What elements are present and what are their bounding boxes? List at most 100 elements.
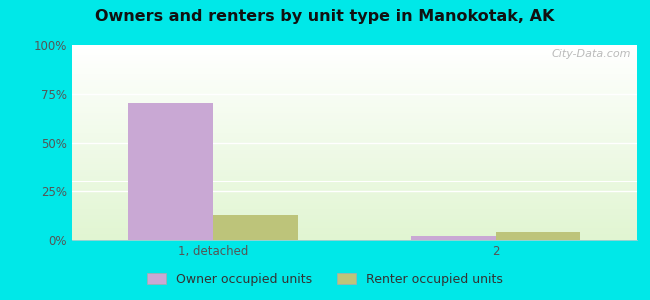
Bar	[72, 80, 637, 82]
Bar	[72, 236, 637, 238]
Bar	[72, 109, 637, 111]
Bar	[72, 129, 637, 131]
Bar	[72, 127, 637, 129]
Bar	[72, 232, 637, 234]
Bar	[72, 178, 637, 179]
Bar	[72, 47, 637, 49]
Bar	[72, 76, 637, 78]
Bar	[72, 199, 637, 201]
Bar	[72, 55, 637, 57]
Bar	[72, 125, 637, 127]
Bar	[72, 119, 637, 121]
Legend: Owner occupied units, Renter occupied units: Owner occupied units, Renter occupied un…	[142, 268, 508, 291]
Bar	[72, 187, 637, 189]
Bar	[72, 53, 637, 55]
Text: Owners and renters by unit type in Manokotak, AK: Owners and renters by unit type in Manok…	[96, 9, 554, 24]
Bar	[72, 49, 637, 51]
Bar	[72, 209, 637, 211]
Bar	[72, 185, 637, 187]
Bar	[72, 135, 637, 137]
Bar	[72, 203, 637, 205]
Bar	[72, 144, 637, 146]
Bar	[72, 68, 637, 70]
Bar	[72, 179, 637, 182]
Bar	[72, 82, 637, 84]
Bar	[72, 174, 637, 176]
Bar	[72, 150, 637, 152]
Bar	[72, 86, 637, 88]
Bar	[72, 168, 637, 170]
Bar	[72, 62, 637, 64]
Bar	[72, 164, 637, 166]
Bar	[72, 220, 637, 223]
Bar	[72, 166, 637, 168]
Bar	[72, 78, 637, 80]
Bar	[72, 158, 637, 160]
Bar	[72, 182, 637, 183]
Bar	[72, 223, 637, 224]
Bar	[72, 146, 637, 148]
Bar	[72, 131, 637, 133]
Bar	[72, 121, 637, 123]
Bar	[72, 156, 637, 158]
Bar	[72, 92, 637, 94]
Bar	[72, 123, 637, 125]
Bar	[72, 72, 637, 74]
Bar	[72, 213, 637, 215]
Bar	[72, 205, 637, 207]
Bar	[72, 96, 637, 98]
Bar	[72, 133, 637, 135]
Bar	[72, 88, 637, 90]
Bar	[72, 107, 637, 109]
Bar	[72, 61, 637, 62]
Bar	[72, 101, 637, 103]
Bar	[72, 197, 637, 199]
Bar	[72, 100, 637, 101]
Bar	[72, 94, 637, 96]
Bar	[72, 217, 637, 218]
Bar	[72, 176, 637, 178]
Bar	[72, 172, 637, 174]
Bar	[72, 193, 637, 195]
Bar	[72, 64, 637, 66]
Bar	[72, 170, 637, 172]
Bar	[72, 191, 637, 193]
Bar	[72, 211, 637, 213]
Bar	[72, 201, 637, 203]
Bar	[72, 45, 637, 47]
Bar	[72, 207, 637, 209]
Bar	[72, 195, 637, 197]
Bar	[72, 183, 637, 185]
Bar	[411, 236, 495, 240]
Bar	[72, 160, 637, 162]
Bar	[72, 51, 637, 53]
Bar	[72, 230, 637, 232]
Bar	[72, 162, 637, 164]
Bar	[72, 113, 637, 115]
Bar	[72, 70, 637, 72]
Bar	[72, 224, 637, 226]
Bar	[72, 103, 637, 105]
Bar	[72, 218, 637, 220]
Bar	[72, 136, 637, 139]
Bar	[72, 226, 637, 228]
Bar	[72, 58, 637, 61]
Bar	[495, 232, 580, 240]
Bar	[128, 103, 213, 240]
Bar	[72, 154, 637, 156]
Bar	[72, 57, 637, 59]
Bar	[72, 234, 637, 236]
Bar	[72, 152, 637, 154]
Bar	[72, 140, 637, 142]
Bar	[72, 90, 637, 92]
Bar	[72, 105, 637, 107]
Bar	[72, 74, 637, 76]
Bar	[72, 189, 637, 191]
Bar	[72, 139, 637, 140]
Bar	[213, 215, 298, 240]
Bar	[72, 98, 637, 100]
Bar	[72, 238, 637, 240]
Bar	[72, 66, 637, 68]
Bar	[72, 117, 637, 119]
Bar	[72, 228, 637, 230]
